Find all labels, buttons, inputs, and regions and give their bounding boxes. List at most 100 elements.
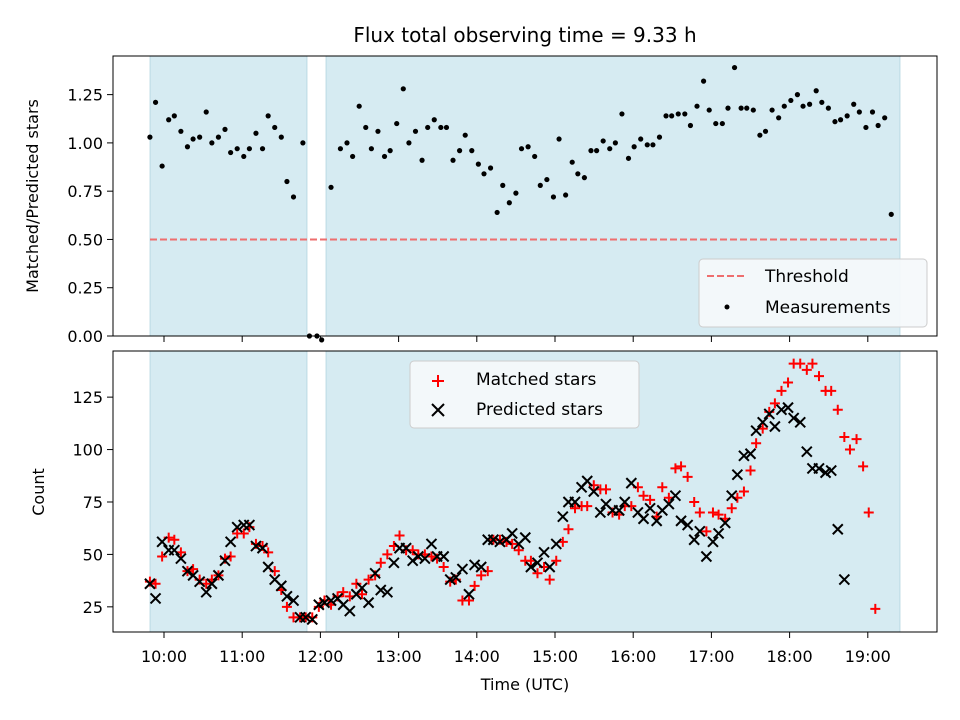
bottom-x-tick-label: 11:00 bbox=[219, 647, 265, 666]
predicted-star-point bbox=[700, 550, 713, 563]
measurement-point bbox=[469, 148, 475, 154]
predicted-star-point bbox=[681, 519, 694, 531]
predicted-stars-points bbox=[144, 401, 851, 626]
predicted-star-point bbox=[306, 613, 318, 626]
measurement-point bbox=[656, 134, 663, 140]
measurement-point bbox=[241, 153, 247, 160]
matched-star-point bbox=[657, 482, 668, 493]
matched-star-point bbox=[582, 501, 593, 512]
measurement-point bbox=[719, 120, 725, 127]
bottom-x-axis: 10:00 11:00 12:00 13:00 14:00 15:00 16:00 17:00… bbox=[141, 632, 891, 666]
matched-star-point bbox=[738, 486, 749, 497]
measurement-point bbox=[819, 99, 825, 105]
measurement-point bbox=[525, 144, 531, 150]
measurement-point bbox=[588, 148, 594, 154]
measurement-point bbox=[184, 144, 191, 150]
legend-measurements-swatch bbox=[724, 304, 730, 310]
measurement-point bbox=[203, 109, 209, 115]
measurement-point bbox=[265, 113, 271, 119]
matched-star-point bbox=[783, 377, 794, 388]
measurement-point bbox=[563, 192, 569, 198]
matched-star-point bbox=[807, 358, 818, 369]
predicted-star-point bbox=[619, 496, 631, 508]
matched-star-point bbox=[726, 503, 737, 514]
legend-matched-label: Matched stars bbox=[476, 370, 596, 390]
matched-star-point bbox=[438, 561, 449, 572]
predicted-star-point bbox=[813, 462, 825, 475]
predicted-star-point bbox=[581, 475, 593, 487]
predicted-star-point bbox=[412, 550, 425, 563]
measurement-point bbox=[419, 157, 425, 163]
predicted-star-point bbox=[712, 527, 725, 540]
predicted-star-point bbox=[281, 590, 293, 603]
matched-star-point bbox=[713, 509, 724, 520]
predicted-star-point bbox=[669, 489, 682, 502]
predicted-star-point bbox=[219, 554, 231, 567]
predicted-star-point bbox=[637, 513, 650, 525]
measurement-point bbox=[669, 113, 675, 119]
matched-star-point bbox=[513, 545, 524, 556]
measurement-point bbox=[556, 136, 562, 142]
top-y-tick-label: 1.25 bbox=[67, 86, 103, 105]
predicted-star-point bbox=[400, 542, 412, 554]
measurement-point bbox=[375, 128, 381, 134]
measurement-point bbox=[575, 171, 581, 177]
predicted-star-point bbox=[450, 571, 462, 584]
matched-star-point bbox=[707, 507, 718, 518]
measurement-point bbox=[594, 148, 600, 154]
bottom-x-tick-label: 12:00 bbox=[297, 647, 343, 666]
top-y-tick-label: 0.75 bbox=[67, 182, 103, 201]
predicted-star-point bbox=[744, 448, 757, 460]
matched-star-point bbox=[851, 434, 862, 445]
measurement-point bbox=[222, 126, 228, 132]
measurement-point bbox=[363, 124, 369, 131]
predicted-star-point bbox=[299, 611, 312, 624]
predicted-star-point bbox=[494, 536, 506, 548]
matched-star-point bbox=[225, 551, 236, 562]
bottom-y-tick-label: 75 bbox=[83, 493, 103, 512]
measurement-point bbox=[425, 124, 431, 131]
measurement-point bbox=[319, 337, 325, 343]
measurement-point bbox=[190, 136, 196, 142]
predicted-star-point bbox=[688, 534, 700, 546]
predicted-star-point bbox=[531, 557, 544, 569]
matched-star-point bbox=[476, 570, 487, 581]
bottom-axes-frame bbox=[112, 350, 938, 633]
measurement-point bbox=[794, 92, 801, 98]
measurement-point bbox=[284, 178, 290, 185]
bottom-y-tick-label: 100 bbox=[72, 441, 103, 460]
top-axes-frame bbox=[112, 55, 938, 337]
count-panel: 25 50 75 100 125 10:00 11:00 12:00 13:00 14:00 15… bbox=[29, 350, 938, 694]
predicted-star-point bbox=[794, 416, 806, 429]
matched-star-point bbox=[338, 587, 349, 598]
bottom-x-tick-label: 16:00 bbox=[610, 647, 656, 666]
predicted-star-point bbox=[200, 586, 212, 598]
measurement-point bbox=[400, 86, 406, 92]
predicted-star-point bbox=[275, 580, 288, 592]
predicted-star-point bbox=[650, 515, 663, 527]
predicted-star-point bbox=[262, 561, 274, 573]
predicted-star-point bbox=[663, 498, 675, 510]
matched-star-point bbox=[863, 507, 874, 518]
measurement-point bbox=[700, 78, 707, 84]
predicted-star-point bbox=[763, 408, 775, 420]
predicted-star-point bbox=[437, 550, 450, 563]
measurement-point bbox=[776, 115, 782, 121]
matched-star-point bbox=[814, 371, 825, 382]
measurement-point bbox=[625, 155, 632, 161]
matched-star-point bbox=[351, 578, 362, 589]
bottom-y-tick-label: 25 bbox=[83, 598, 103, 617]
predicted-star-point bbox=[344, 605, 356, 617]
predicted-star-point bbox=[594, 506, 607, 519]
matched-star-point bbox=[507, 538, 518, 549]
predicted-star-point bbox=[719, 517, 731, 529]
predicted-star-point bbox=[456, 563, 469, 575]
measurement-point bbox=[682, 111, 688, 117]
measurement-point bbox=[381, 153, 388, 160]
matched-star-point bbox=[544, 574, 555, 585]
top-y-tick-label: 0.00 bbox=[67, 327, 103, 346]
predicted-star-point bbox=[168, 544, 181, 556]
predicted-star-point bbox=[463, 588, 475, 600]
matched-star-point bbox=[645, 494, 656, 505]
measurement-point bbox=[713, 120, 719, 127]
